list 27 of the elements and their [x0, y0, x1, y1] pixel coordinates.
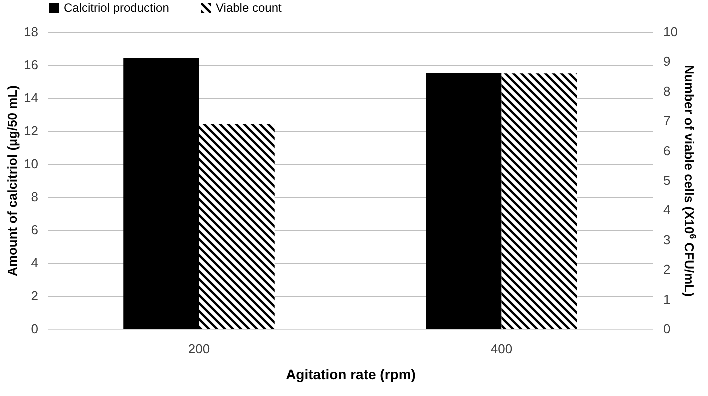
y2-tick-label: 8: [664, 84, 671, 99]
legend-label: Calcitriol production: [64, 1, 170, 15]
y-tick-label: 18: [24, 24, 38, 40]
y2-tick-label: 2: [664, 262, 671, 278]
y2-tick-label: 6: [664, 143, 671, 158]
y2-tick-label: 1: [664, 292, 671, 307]
y-tick-label: 4: [31, 256, 38, 270]
y-tick-label: 14: [24, 90, 38, 106]
y2-tick-label: 3: [664, 232, 671, 248]
y-tick-label: 12: [24, 124, 38, 138]
y-tick-label: 16: [24, 58, 38, 72]
y2-tick-label: 4: [664, 202, 671, 218]
y-tick-label: 0: [31, 322, 38, 336]
x-tick-label: 400: [490, 342, 513, 356]
x-axis-title: Agitation rate (rpm): [286, 366, 416, 382]
legend-label: Viable count: [216, 1, 282, 15]
y-tick-label: 8: [31, 190, 38, 204]
y-tick-label: 10: [24, 156, 38, 172]
y-tick-label: 6: [31, 222, 38, 238]
y-tick-label: 2: [31, 288, 38, 304]
y2-tick-label: 7: [664, 114, 671, 129]
x-tick-label: 200: [188, 342, 210, 356]
y2-tick-label: 9: [664, 54, 671, 70]
y2-tick-label: 5: [664, 173, 671, 188]
y2-tick-label: 0: [664, 322, 671, 336]
y2-tick-label: 10: [664, 24, 678, 40]
y-axis-title: Amount of calcitriol (µg/50 mL): [5, 86, 20, 276]
